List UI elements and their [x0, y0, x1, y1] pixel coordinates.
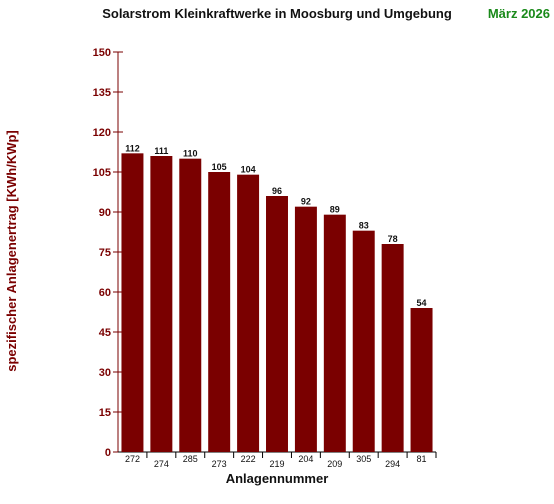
bar-209 [323, 214, 346, 452]
data-label: 104 [241, 165, 256, 175]
data-label: 96 [272, 186, 282, 196]
bar-294 [381, 244, 404, 452]
bar-222 [237, 174, 260, 452]
y-tick-label: 45 [99, 327, 111, 339]
data-label: 92 [301, 197, 311, 207]
y-tick-label: 90 [99, 207, 111, 219]
y-tick-label: 30 [99, 367, 111, 379]
x-tick-label: 294 [385, 459, 400, 469]
x-tick-label: 81 [417, 454, 427, 464]
bars [121, 153, 433, 453]
data-label: 89 [330, 205, 340, 215]
y-tick-label: 105 [93, 167, 111, 179]
y-tick-label: 150 [93, 47, 111, 59]
data-label: 111 [154, 146, 168, 156]
bar-305 [352, 230, 375, 452]
x-tick-label: 204 [298, 454, 313, 464]
x-axis-label: Anlagennummer [226, 471, 329, 486]
data-label: 110 [183, 149, 198, 159]
data-labels: 112 111 110 105 104 96 92 89 83 78 54 [125, 143, 426, 308]
x-tick-label: 305 [356, 454, 371, 464]
x-tick-label: 219 [269, 459, 284, 469]
data-label: 78 [388, 234, 398, 244]
y-tick-label: 15 [99, 407, 111, 419]
x-tick-label: 273 [212, 459, 227, 469]
y-tick-label: 75 [99, 247, 111, 259]
data-label: 83 [359, 221, 369, 231]
bar-204 [294, 206, 317, 452]
y-tick-label: 60 [99, 287, 111, 299]
x-tick-label: 222 [241, 454, 256, 464]
y-tick-label: 0 [105, 447, 111, 459]
y-axis-label: spezifischer Anlagenertrag [KWh/KWp] [4, 130, 19, 371]
x-axis: 272 274 285 273 222 219 204 209 305 294 81 [118, 451, 437, 469]
y-axis: 0 15 30 45 60 75 90 105 120 135 150 [93, 47, 123, 459]
bar-219 [266, 196, 288, 452]
data-label: 112 [125, 143, 140, 153]
bar-273 [208, 172, 231, 452]
data-label: 54 [417, 298, 427, 308]
bar-285 [179, 158, 202, 452]
x-tick-label: 209 [327, 459, 342, 469]
bar-81 [410, 308, 433, 452]
data-label: 105 [212, 162, 227, 172]
chart-title: Solarstrom Kleinkraftwerke in Moosburg u… [102, 6, 452, 21]
bar-274 [150, 156, 173, 452]
x-tick-label: 285 [183, 454, 198, 464]
x-tick-label: 274 [154, 459, 169, 469]
y-tick-label: 135 [93, 87, 111, 99]
period-label: März 2026 [488, 6, 550, 21]
bar-272 [121, 153, 144, 453]
y-tick-label: 120 [93, 127, 111, 139]
x-tick-label: 272 [125, 454, 140, 464]
